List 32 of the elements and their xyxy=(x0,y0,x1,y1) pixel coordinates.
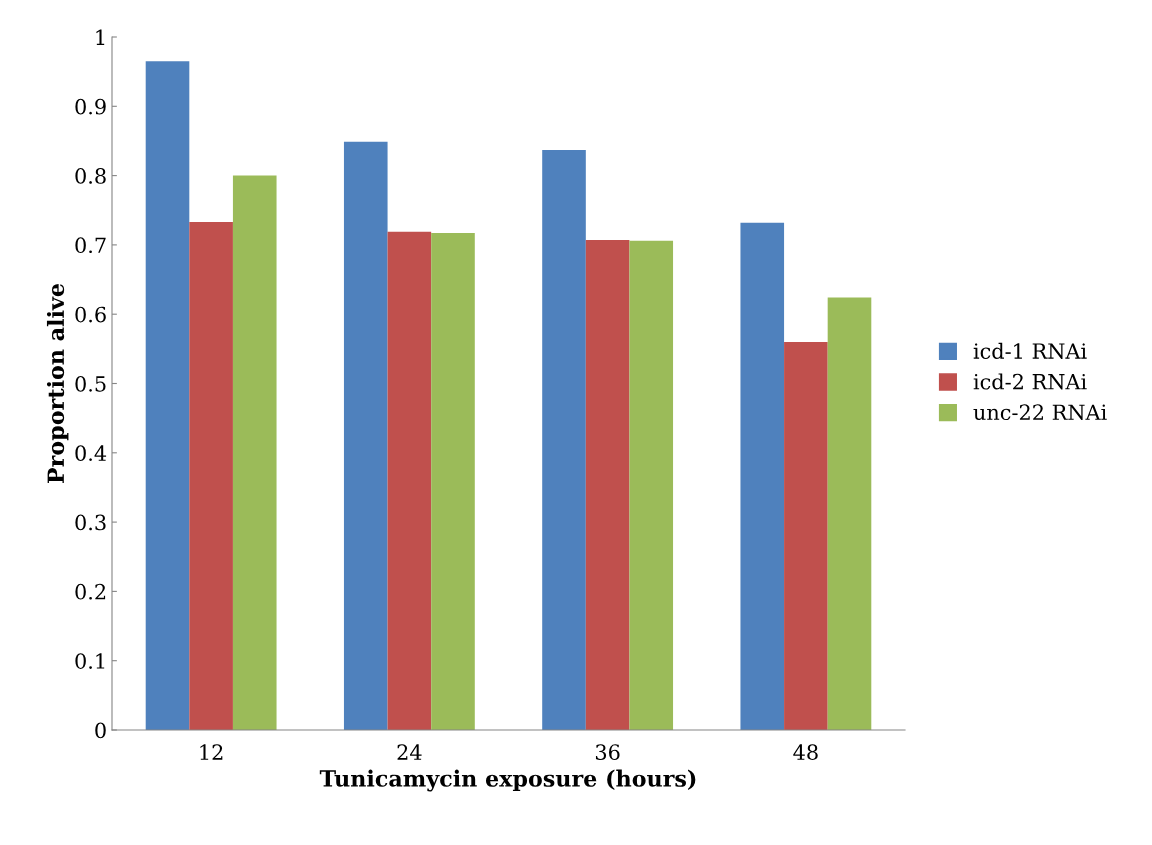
legend-label: icd-2 RNAi xyxy=(973,373,1087,390)
y-tick-label: 0.5 xyxy=(75,375,106,392)
bar xyxy=(542,149,586,730)
y-tick-label: 0.4 xyxy=(75,445,107,462)
bar xyxy=(827,297,872,730)
y-tick-label: 0.6 xyxy=(75,306,106,323)
bar xyxy=(784,341,828,730)
bar xyxy=(189,222,233,730)
bar xyxy=(145,61,190,730)
y-tick-label: 0.8 xyxy=(75,168,106,184)
bar xyxy=(387,231,432,730)
x-tick-label: 24 xyxy=(397,744,422,760)
x-tick-label: 48 xyxy=(793,744,818,761)
legend-label: unc-22 RNAi xyxy=(973,404,1107,421)
bar xyxy=(585,240,630,730)
bar xyxy=(629,240,674,730)
bar xyxy=(740,222,785,730)
x-tick-label: 36 xyxy=(595,744,620,761)
legend-label: icd-1 RNAi xyxy=(973,342,1087,359)
bar xyxy=(343,141,388,730)
y-tick-label: 0.9 xyxy=(75,98,106,115)
x-tick-label: 12 xyxy=(200,744,223,760)
bar xyxy=(232,175,277,730)
bar xyxy=(431,233,475,730)
y-tick-label: 0.2 xyxy=(75,583,106,600)
y-tick-label: 0.7 xyxy=(75,237,106,254)
y-tick-label: 1 xyxy=(96,29,105,45)
x-axis-title: Tunicamycin exposure (hours) xyxy=(319,769,696,792)
y-axis-title: Proportion alive xyxy=(46,283,69,483)
y-tick-label: 0.1 xyxy=(75,653,105,669)
y-tick-label: 0 xyxy=(95,722,106,739)
y-tick-label: 0.3 xyxy=(75,514,106,531)
